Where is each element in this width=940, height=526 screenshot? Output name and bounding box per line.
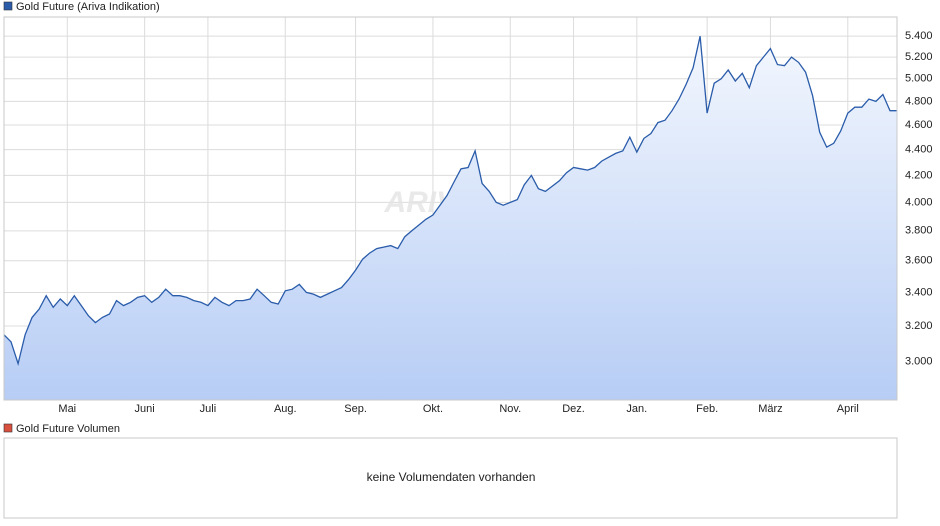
x-tick-label: Okt.: [423, 403, 443, 415]
y-tick-label: 3.400: [905, 286, 933, 298]
y-tick-label: 4.400: [905, 144, 933, 156]
x-tick-label: Sep.: [344, 403, 367, 415]
y-tick-label: 4.600: [905, 119, 933, 131]
x-tick-label: April: [837, 403, 859, 415]
y-tick-label: 4.800: [905, 95, 933, 107]
y-tick-label: 5.000: [905, 73, 933, 85]
x-tick-label: Nov.: [499, 403, 521, 415]
y-tick-label: 3.800: [905, 225, 933, 237]
x-tick-label: Aug.: [274, 403, 297, 415]
panel-border: [3, 437, 898, 519]
plot-border: [3, 16, 898, 401]
y-tick-label: 4.200: [905, 169, 933, 181]
x-tick-label: Feb.: [696, 403, 718, 415]
y-tick-label: 3.000: [905, 356, 933, 368]
line: [3, 36, 897, 366]
y-tick-label: 5.200: [905, 51, 933, 63]
x-tick-label: Jan.: [626, 403, 647, 415]
no-data-message: keine Volumendaten vorhanden: [367, 470, 536, 484]
y-tick-label: 3.200: [905, 320, 933, 332]
x-tick-label: Dez.: [562, 403, 585, 415]
x-tick-label: Mai: [58, 403, 76, 415]
x-tick-label: März: [758, 403, 782, 415]
legend-swatch: [3, 423, 13, 433]
x-tick-label: Juni: [135, 403, 155, 415]
legend-label: Gold Future Volumen: [16, 423, 120, 435]
y-tick-label: 3.600: [905, 255, 933, 267]
area: [4, 36, 897, 400]
legend-label: Gold Future (Ariva Indikation): [16, 1, 160, 13]
y-tick-label: 5.400: [905, 30, 933, 42]
x-tick-label: Juli: [200, 403, 217, 415]
legend-swatch: [3, 1, 13, 11]
y-tick-label: 4.000: [905, 196, 933, 208]
